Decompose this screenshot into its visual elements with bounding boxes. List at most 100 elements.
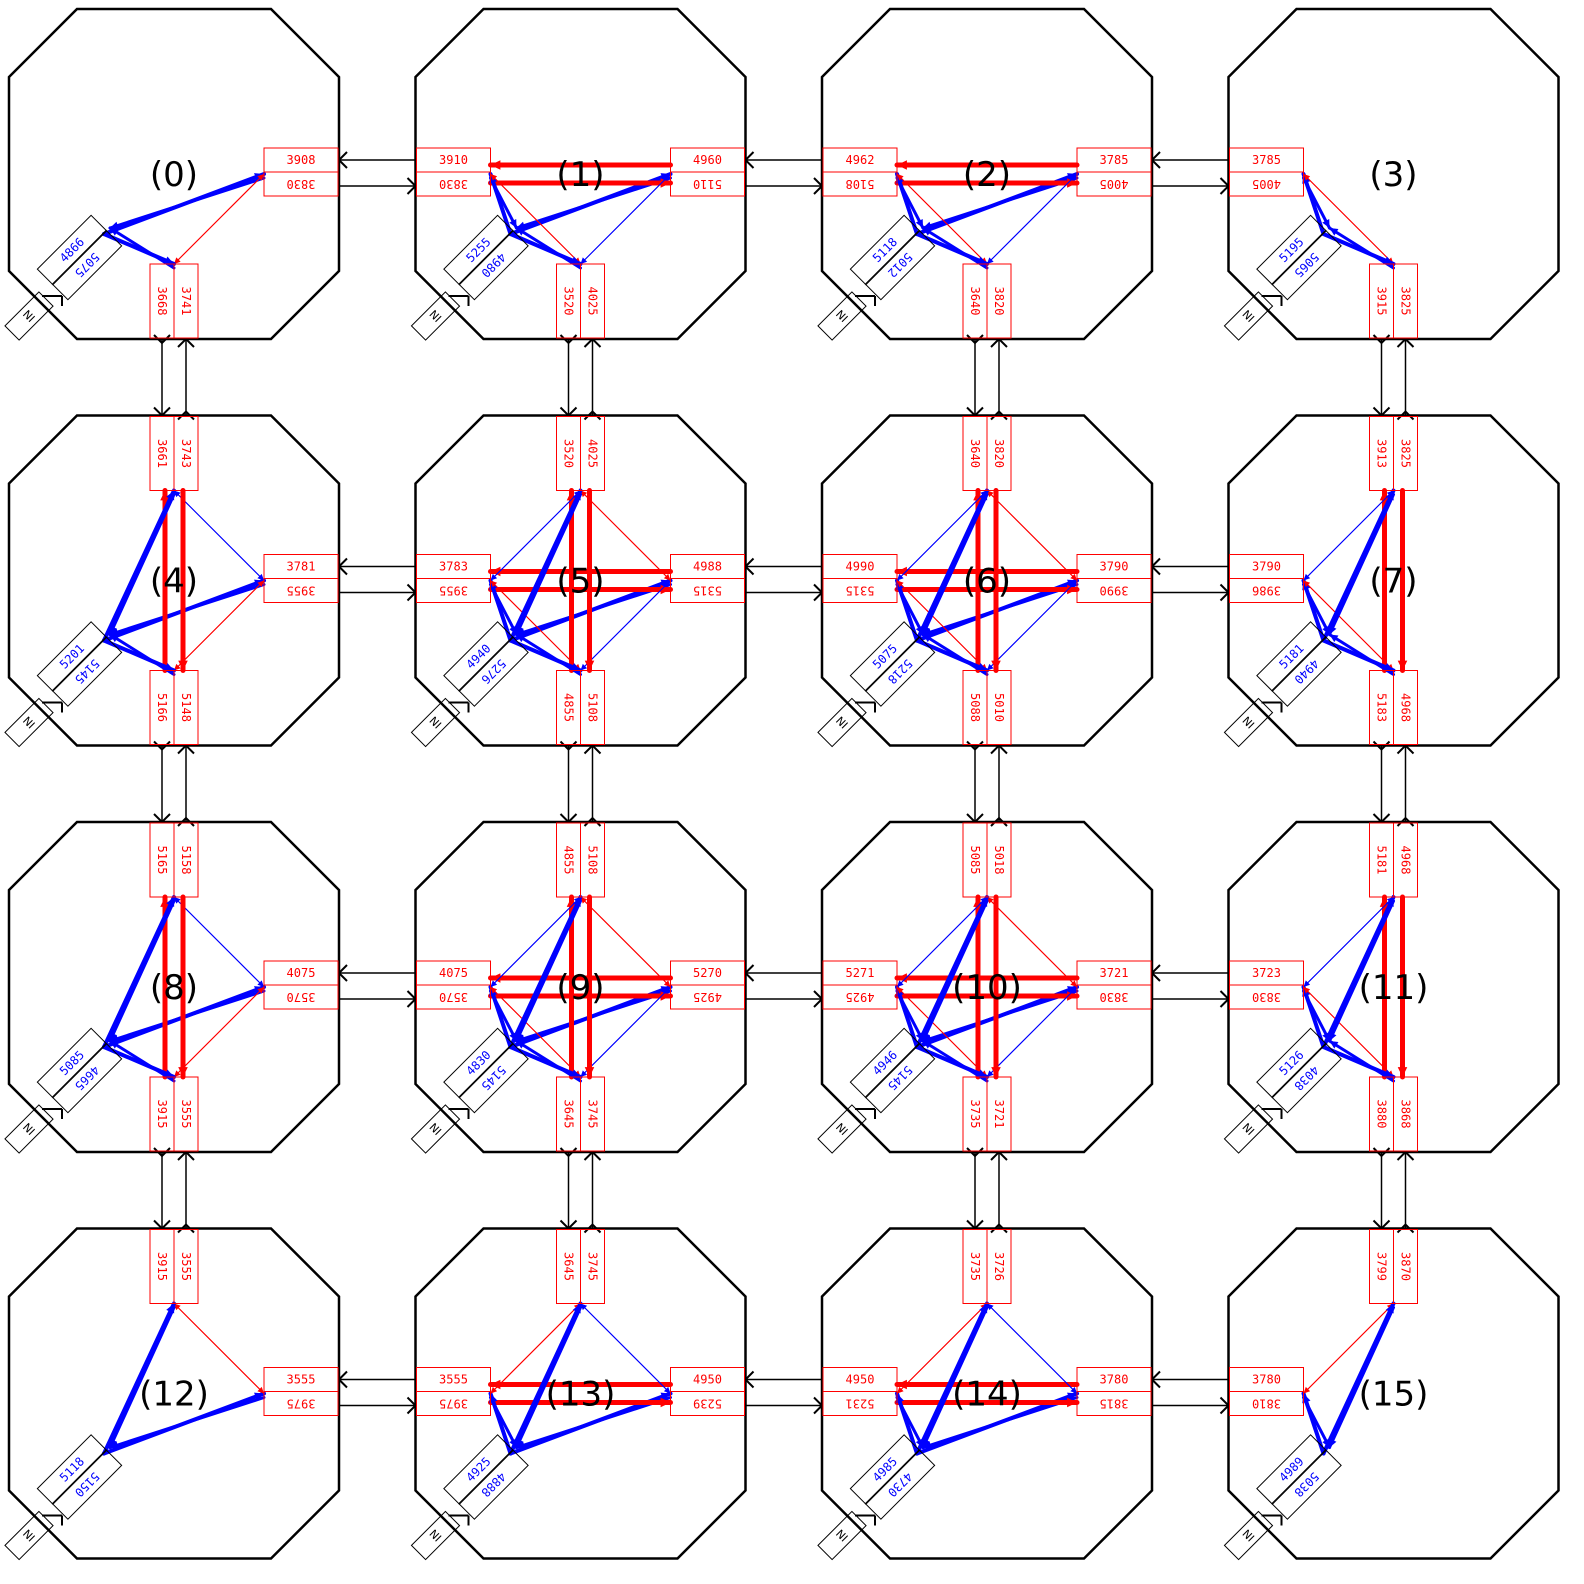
- flow-arrowhead: [663, 580, 671, 588]
- ni-box: [4, 697, 54, 748]
- flow-blue: [515, 226, 582, 270]
- flow-blue: [515, 1306, 582, 1449]
- ni-label: NI: [426, 1121, 443, 1138]
- router-octagon: [7, 414, 341, 747]
- flow-blue: [895, 1396, 925, 1449]
- port-box-south: [580, 263, 605, 339]
- flow-arrowhead: [490, 174, 498, 181]
- port-box-east: [670, 1391, 745, 1416]
- flow-blue: [986, 580, 1078, 671]
- ni-box: [817, 1510, 867, 1561]
- flow-blue: [102, 1301, 176, 1456]
- port-value-east: 5315: [693, 584, 722, 598]
- flow-blue: [1302, 1396, 1331, 1449]
- port-value-south: 3640: [968, 287, 982, 316]
- flow-arrowhead: [160, 490, 170, 501]
- port-local: 5085: [36, 1027, 108, 1099]
- port-value-west: 3975: [439, 1397, 468, 1411]
- port-value-east: 4075: [287, 966, 316, 980]
- port-value-north: 3640: [968, 439, 982, 468]
- port-local: 4980: [458, 229, 529, 301]
- router-6: 3790 3990 4990 5315 5088 5010 3640 3820 50755218…: [817, 414, 1154, 748]
- flow-arrowhead: [490, 973, 501, 983]
- port-value-north: 3825: [1399, 439, 1413, 468]
- ni-label: NI: [20, 308, 37, 325]
- port-local: 4940: [443, 621, 514, 692]
- port-value-south: 3520: [562, 287, 576, 316]
- port-box-east: [263, 171, 339, 197]
- ni-box: [817, 697, 867, 748]
- port-box-local: [458, 229, 529, 301]
- flow-red: [1303, 173, 1394, 265]
- flow-blue: [515, 176, 672, 230]
- flow-arrowhead: [663, 174, 671, 181]
- flow-arrowhead: [516, 1441, 526, 1449]
- flow-arrowhead: [110, 1034, 119, 1043]
- port-value-north: 3726: [992, 1252, 1006, 1281]
- port-value-south: 3721: [992, 1100, 1006, 1129]
- router-label: (8): [150, 968, 198, 1008]
- port-local: 5201: [36, 621, 108, 692]
- port-value-west: 4925: [846, 990, 875, 1004]
- flow-blue: [921, 226, 989, 270]
- flow-blue: [921, 633, 989, 676]
- flow-blue: [108, 1306, 176, 1449]
- flow-arrowhead: [923, 1034, 932, 1043]
- port-value-west: 3785: [1252, 153, 1281, 167]
- flow-arrowhead: [1303, 987, 1311, 994]
- port-box-west: [822, 1391, 898, 1416]
- port-local: 5118: [36, 1434, 108, 1505]
- flow-arrowhead: [1067, 991, 1077, 1001]
- flow-blue: [896, 490, 988, 581]
- flow-red: [986, 490, 1078, 581]
- router-octagon: [7, 1227, 341, 1560]
- port-value-north: 5181: [1375, 846, 1389, 875]
- port-box-north: [580, 416, 605, 491]
- port-value-north: 3745: [586, 1252, 600, 1281]
- flow-blue: [921, 1039, 989, 1083]
- port-box-local: [864, 1042, 936, 1114]
- port-box-west: [416, 171, 491, 197]
- port-box-north: [1393, 416, 1418, 491]
- flow-arrowhead: [110, 221, 119, 230]
- port-box-north: [1393, 1229, 1418, 1304]
- flow-blue: [515, 583, 672, 636]
- flow-blue: [986, 1303, 1078, 1394]
- flow-blue: [1328, 493, 1395, 636]
- flow-arrowhead: [1329, 1438, 1337, 1448]
- ni-port: NI: [1223, 697, 1274, 748]
- port-value-south: 5148: [179, 693, 193, 722]
- router-label: (4): [150, 562, 198, 602]
- router-label: (15): [1359, 1375, 1429, 1415]
- flow-blue: [108, 989, 266, 1043]
- port-box-east: [670, 578, 745, 603]
- flow-arrowhead: [566, 897, 577, 907]
- flow-arrowhead: [915, 219, 923, 228]
- port-box-west: [822, 578, 898, 603]
- flow-blue: [921, 1306, 989, 1449]
- port-box-north: [580, 822, 605, 898]
- port-value-north: 4025: [586, 439, 600, 468]
- flow-blue: [108, 1039, 176, 1083]
- ni-box: [817, 1104, 867, 1154]
- port-value-north: 3913: [1375, 439, 1389, 468]
- port-value-west: 3810: [1252, 1397, 1281, 1411]
- router-label: (1): [556, 155, 604, 195]
- flow-arrowhead: [1070, 580, 1077, 588]
- port-local: 5075: [51, 229, 123, 301]
- flow-arrowhead: [516, 228, 526, 236]
- router-octagon: [820, 820, 1154, 1154]
- port-value-west: 5231: [846, 1397, 875, 1411]
- port-box-local: [458, 1449, 529, 1520]
- flow-arrowhead: [897, 987, 904, 994]
- ni-port: NI: [817, 1104, 867, 1154]
- port-value-south: 3915: [1375, 287, 1389, 316]
- port-value-east: 4960: [693, 153, 722, 167]
- flow-arrowhead: [923, 628, 932, 636]
- port-box-local: [1271, 1449, 1342, 1520]
- port-local: 4730: [864, 1449, 936, 1520]
- flow-arrowhead: [897, 566, 907, 577]
